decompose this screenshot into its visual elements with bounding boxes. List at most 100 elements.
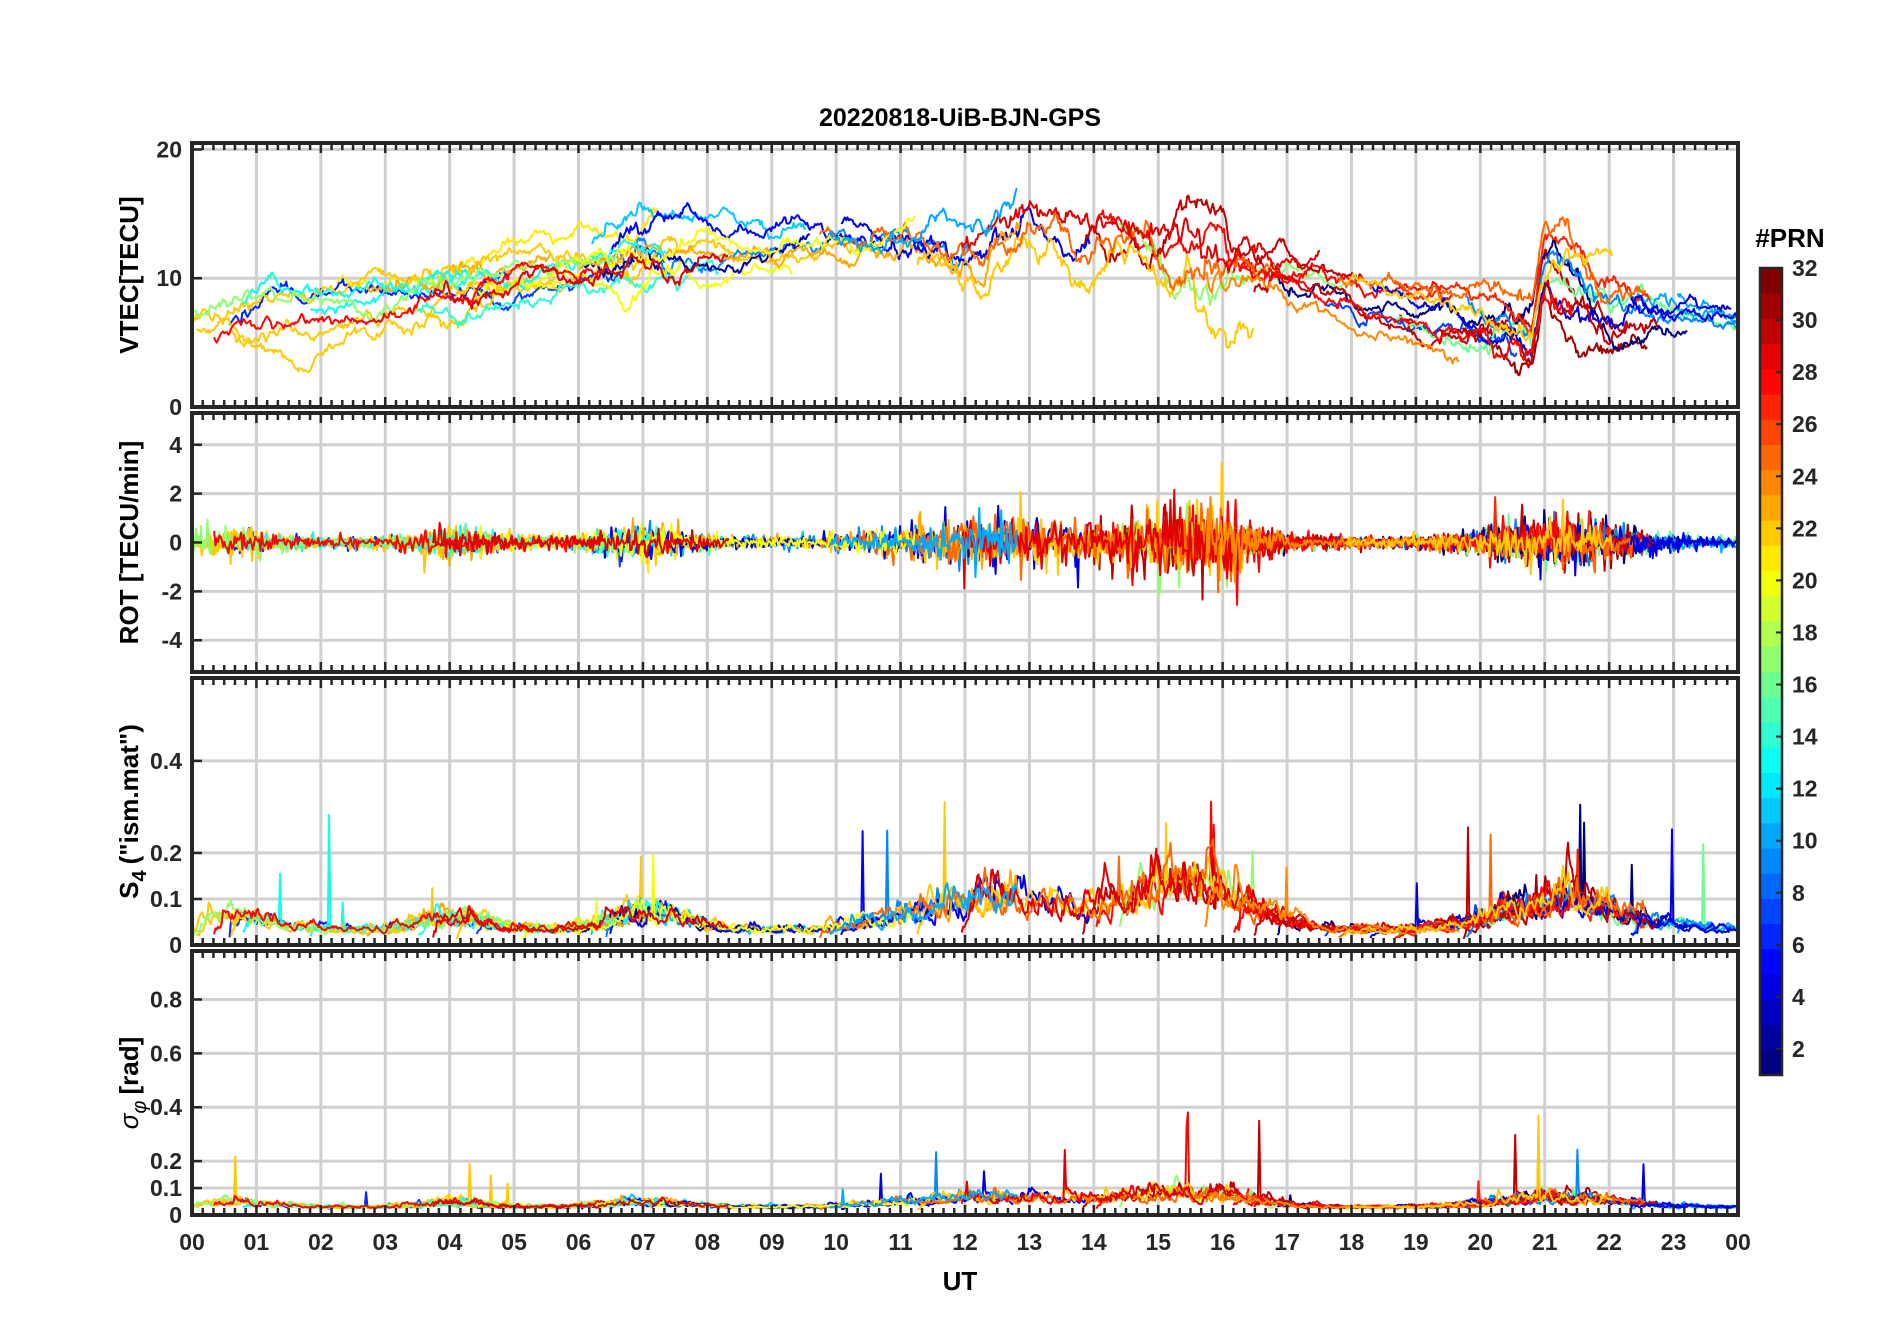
series-group-sigma_phi	[192, 1111, 1738, 1211]
colorbar-level	[1760, 974, 1782, 1000]
colorbar-tick-label: 32	[1792, 255, 1818, 281]
series-prn-4	[1629, 535, 1738, 560]
colorbar-tick-label: 20	[1792, 567, 1818, 593]
colorbar-tick-label: 18	[1792, 619, 1818, 645]
ticks-vtec	[190, 143, 1740, 409]
colorbar-level	[1760, 646, 1782, 672]
series-prn-24	[1204, 268, 1460, 365]
y-tick-label: 2	[169, 481, 182, 507]
colorbar-level	[1760, 268, 1782, 294]
series-prn-10	[829, 1188, 1018, 1209]
series-prn-20	[477, 215, 916, 297]
colorbar-tick-label: 8	[1792, 880, 1805, 906]
y-tick-label: -2	[162, 578, 182, 604]
y-tick-label: 0	[169, 394, 182, 420]
x-tick-label: 11	[888, 1229, 913, 1255]
y-axis-title-rot: ROT [TECU/min]	[114, 441, 144, 645]
x-tick-label: 21	[1532, 1229, 1558, 1255]
x-tick-label: 20	[1468, 1229, 1494, 1255]
colorbar-title: #PRN	[1755, 223, 1824, 253]
series-prn-10	[828, 187, 1018, 254]
colorbar-level	[1760, 293, 1782, 319]
panel-rot: -4 -2 0 2 4 ROT [TECU/min]	[114, 411, 1740, 674]
colorbar-level	[1760, 494, 1782, 521]
x-tick-label: 01	[244, 1229, 270, 1255]
x-tick-label: 09	[759, 1229, 785, 1255]
colorbar-tick-label: 24	[1792, 463, 1818, 489]
colorbar-tick-label: 14	[1792, 724, 1818, 750]
x-tick-label: 17	[1274, 1229, 1300, 1255]
series-prn-22	[1345, 1114, 1613, 1210]
y-tick-label: 0.4	[150, 1094, 182, 1120]
x-tick-label: 12	[952, 1229, 978, 1255]
series-prn-16	[1395, 277, 1738, 356]
panel-s4: 0 0.1 0.2 0.4S4("ism.mat")	[114, 676, 1740, 958]
series-prn-29	[960, 200, 1321, 274]
colorbar-level	[1760, 873, 1782, 899]
series-prn-10	[829, 882, 1018, 936]
colorbar-level	[1760, 318, 1782, 345]
series-prn-4	[1630, 1201, 1738, 1209]
series-group-vtec	[192, 187, 1738, 376]
series-prn-29	[432, 905, 729, 938]
panel-sigma_phi: 00.10.2 0.4 0.6 0.8 σφ[rad] 00 01 02 03 04 05 06 07 0…	[114, 949, 1751, 1255]
y-tick-label: 0.4	[150, 748, 182, 774]
ticks-sigma_phi	[190, 951, 1740, 1217]
colorbar-frame	[1758, 266, 1784, 1077]
series-prn-29	[432, 1196, 729, 1209]
colorbar-level	[1760, 419, 1782, 446]
series-prn-17	[192, 256, 616, 323]
series-prn-25	[1337, 216, 1647, 305]
colorbar-level	[1760, 520, 1782, 546]
colorbar-tick-label: 4	[1792, 984, 1805, 1010]
series-prn-22	[1345, 498, 1613, 576]
y-tick-label: -4	[162, 627, 183, 653]
y-tick-label: 20	[156, 136, 182, 162]
y-tick-label: 0	[169, 530, 182, 556]
x-tick-label: 02	[308, 1229, 334, 1255]
colorbar-level	[1760, 1024, 1782, 1051]
colorbar-level	[1760, 469, 1782, 496]
y-tick-label: 0.2	[150, 1148, 182, 1174]
x-tick-label: 22	[1596, 1229, 1622, 1255]
y-axis-title-sigma_phi: σφ[rad]	[114, 1037, 151, 1130]
x-tick-label: 15	[1145, 1229, 1171, 1255]
ticks-rot	[190, 413, 1740, 672]
series-prn-28	[1232, 252, 1453, 305]
series-prn-22	[916, 235, 1255, 349]
x-tick-label: 00	[179, 1229, 205, 1255]
series-prn-7	[1324, 301, 1518, 357]
series-prn-29	[432, 252, 729, 310]
y-tick-label: 0	[169, 1202, 182, 1228]
colorbar-level	[1760, 621, 1782, 647]
series-prn-28	[1238, 261, 1574, 361]
colorbar-level	[1760, 696, 1782, 723]
series-group-rot	[192, 461, 1738, 606]
x-tick-label: 07	[630, 1229, 656, 1255]
colorbar-level	[1760, 747, 1782, 773]
x-tick-label: 23	[1661, 1229, 1687, 1255]
series-prn-24	[1204, 496, 1460, 583]
colorbar-level	[1760, 368, 1782, 395]
colorbar-level	[1760, 444, 1782, 471]
x-tick-label: 06	[566, 1229, 592, 1255]
figure-title: 20220818-UiB-BJN-GPS	[819, 104, 1101, 132]
y-tick-label: 10	[156, 265, 182, 291]
series-prn-4	[1629, 294, 1738, 322]
x-tick-label: 13	[1017, 1229, 1043, 1255]
x-tick-label: 04	[437, 1229, 463, 1255]
colorbar-level	[1760, 948, 1782, 975]
y-tick-label: 0	[169, 932, 182, 958]
colorbar-tick-label: 16	[1792, 672, 1818, 698]
colorbar-tick-label: 28	[1792, 359, 1818, 385]
colorbar-level	[1760, 671, 1782, 698]
series-prn-29	[960, 847, 1321, 933]
colorbar-level	[1760, 1049, 1782, 1076]
y-axis-title-vtec: VTEC[TECU]	[114, 196, 144, 353]
series-prn-2	[580, 233, 811, 279]
colorbar-level	[1760, 570, 1782, 597]
x-tick-label: 16	[1210, 1229, 1236, 1255]
